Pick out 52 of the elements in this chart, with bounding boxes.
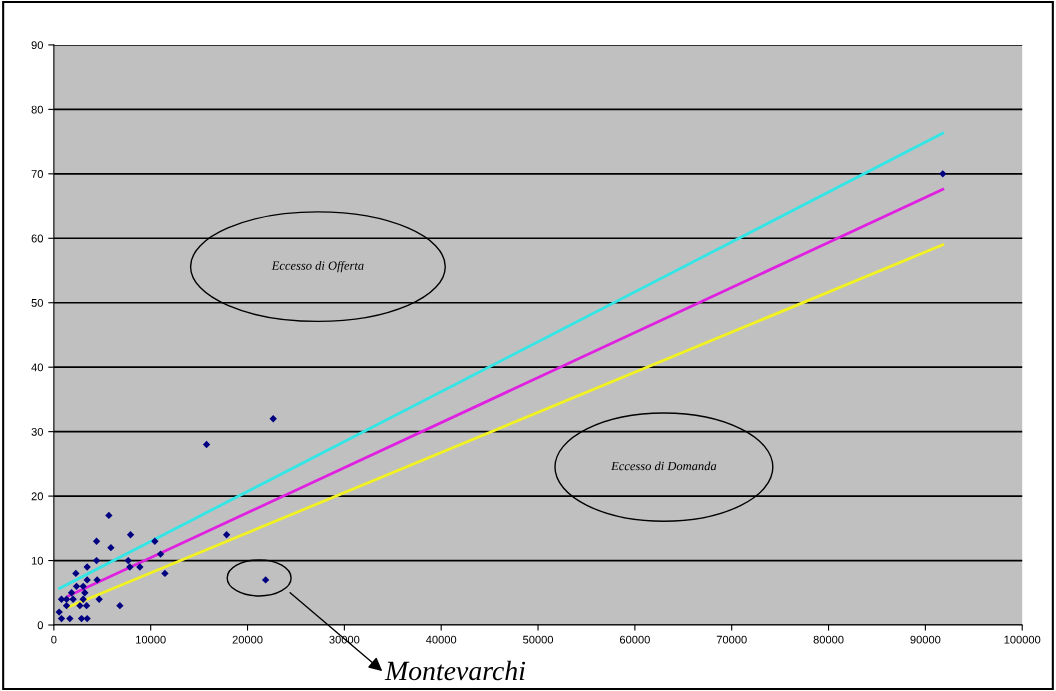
x-tick-label: 50000 (523, 635, 554, 644)
point (79, 595, 87, 603)
y-tick-label: 0 (37, 621, 44, 630)
y-tick-label: 80 (31, 105, 44, 114)
point (92, 556, 101, 565)
point (269, 415, 277, 423)
point (62, 602, 71, 610)
point (67, 589, 76, 597)
point (72, 582, 81, 591)
point (107, 543, 115, 552)
x-tick-label: 20000 (232, 635, 263, 644)
point (261, 576, 270, 584)
point (69, 595, 77, 603)
annotation: Eccesso di Domanda (611, 461, 717, 471)
x-tick-label: 70000 (716, 635, 747, 644)
point (202, 440, 211, 449)
y-tick-label: 70 (31, 170, 44, 178)
point (72, 569, 80, 578)
y-tick-label: 60 (31, 234, 44, 243)
y-tick-label: 90 (31, 41, 44, 50)
y-tick-label: 20 (31, 492, 44, 501)
x-tick-label: 80000 (813, 635, 844, 644)
point (124, 556, 132, 565)
x-tick-label: 0 (51, 635, 57, 644)
point (57, 614, 66, 623)
annotation: Eccesso di Offerta (271, 260, 364, 273)
x-tick-label: 90000 (910, 635, 941, 644)
point (95, 595, 103, 603)
point (222, 531, 231, 539)
y-tick-label: 30 (31, 427, 44, 436)
y-tick-label: 10 (31, 556, 44, 565)
point (151, 537, 159, 545)
x-tick-label: 40000 (426, 635, 457, 644)
point (82, 602, 91, 610)
point (92, 537, 101, 545)
point (116, 602, 124, 610)
point (76, 602, 84, 610)
point (81, 589, 89, 597)
point (66, 614, 74, 623)
y-tick-label: 50 (31, 299, 44, 307)
point (161, 569, 169, 578)
x-tick-label: 60000 (619, 635, 650, 644)
text: Montevarchi (384, 660, 526, 681)
point (105, 511, 113, 520)
point (156, 550, 165, 558)
point (126, 531, 135, 539)
y-tick-label: 40 (31, 363, 44, 372)
x-tick-label: 100000 (1004, 635, 1041, 644)
point (79, 582, 87, 591)
point (83, 614, 91, 623)
x-tick-label: 10000 (136, 635, 166, 644)
point (939, 170, 947, 178)
